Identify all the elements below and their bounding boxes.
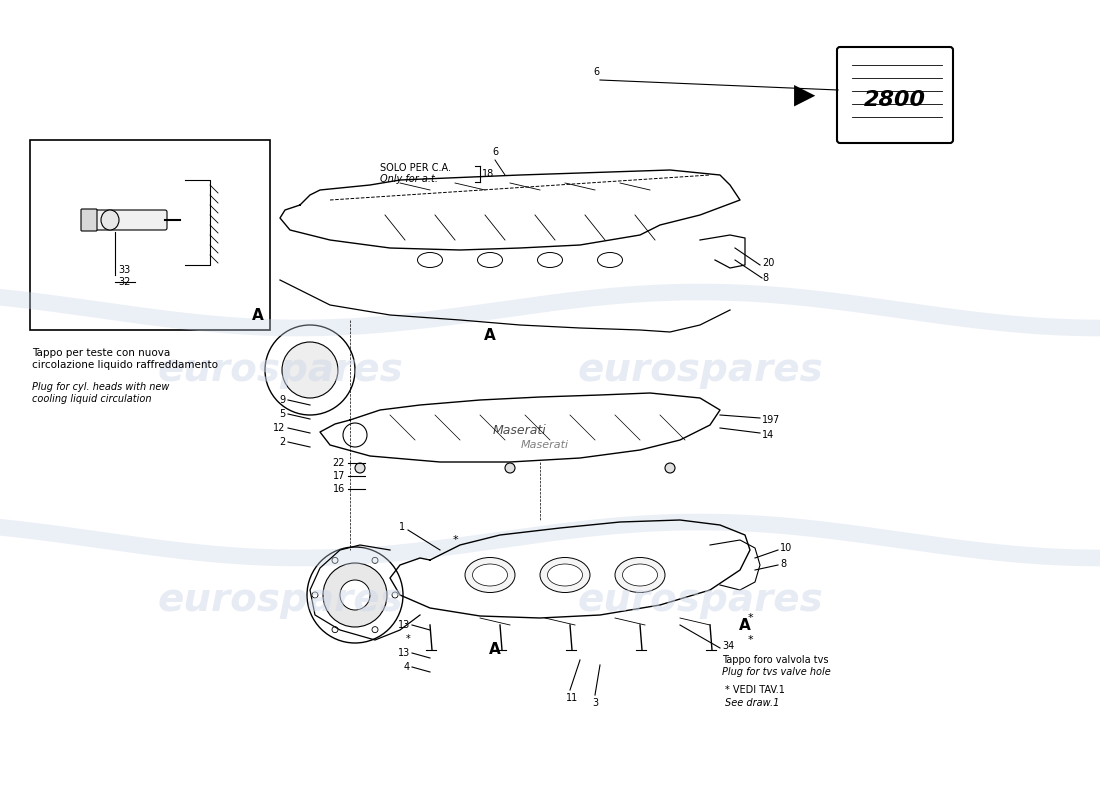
Circle shape [323,563,387,627]
Text: 33: 33 [118,265,130,275]
Text: 20: 20 [762,258,774,268]
Ellipse shape [101,210,119,230]
Circle shape [340,580,370,610]
Text: 17: 17 [332,471,345,481]
Text: eurospares: eurospares [578,581,823,619]
Circle shape [372,558,378,563]
Text: 6: 6 [492,147,498,157]
Ellipse shape [465,558,515,593]
Text: See draw.1: See draw.1 [725,698,780,708]
Text: Maserati: Maserati [493,423,547,437]
Circle shape [372,626,378,633]
Text: 18: 18 [482,169,494,179]
Circle shape [307,547,403,643]
Circle shape [265,325,355,415]
Text: 22: 22 [332,458,345,468]
Text: Plug for cyl. heads with new
cooling liquid circulation: Plug for cyl. heads with new cooling liq… [32,382,169,403]
Text: Maserati: Maserati [521,440,569,450]
Circle shape [666,463,675,473]
Circle shape [355,463,365,473]
Ellipse shape [473,564,507,586]
Circle shape [282,342,338,398]
Text: 16: 16 [332,484,345,494]
FancyBboxPatch shape [81,209,97,231]
Text: 8: 8 [762,273,768,283]
Circle shape [392,592,398,598]
Text: 11: 11 [565,693,579,703]
Text: 3: 3 [592,698,598,708]
Text: Plug for tvs valve hole: Plug for tvs valve hole [722,667,830,677]
Text: A: A [739,618,751,633]
Text: eurospares: eurospares [578,351,823,389]
Ellipse shape [540,558,590,593]
Text: *: * [452,535,458,545]
Ellipse shape [477,253,503,267]
Circle shape [505,463,515,473]
Text: A: A [484,327,496,342]
Circle shape [332,558,338,563]
Ellipse shape [538,253,562,267]
Text: Tappo per teste con nuova
circolazione liquido raffreddamento: Tappo per teste con nuova circolazione l… [32,348,218,370]
Text: 8: 8 [780,559,786,569]
Ellipse shape [548,564,583,586]
Text: Only for a.t.: Only for a.t. [379,174,438,184]
Text: 13: 13 [398,620,410,630]
Text: 14: 14 [762,430,774,440]
Text: 4: 4 [404,662,410,672]
Text: 5: 5 [278,409,285,419]
FancyBboxPatch shape [94,210,167,230]
Ellipse shape [597,253,623,267]
Circle shape [343,423,367,447]
Text: *: * [405,634,410,644]
Circle shape [312,592,318,598]
Text: 6: 6 [594,67,600,77]
Text: 34: 34 [722,641,735,651]
Text: 1: 1 [399,522,405,532]
Ellipse shape [615,558,666,593]
Bar [30,140,270,330]
Text: 32: 32 [118,277,131,287]
Ellipse shape [623,564,658,586]
Text: *: * [747,635,752,645]
Text: 2: 2 [278,437,285,447]
FancyBboxPatch shape [837,47,953,143]
Text: Tappo foro valvola tvs: Tappo foro valvola tvs [722,655,828,665]
Text: A: A [252,307,264,322]
Text: 10: 10 [780,543,792,553]
Text: 12: 12 [273,423,285,433]
Text: eurospares: eurospares [157,581,403,619]
Text: SOLO PER C.A.: SOLO PER C.A. [379,163,451,173]
Ellipse shape [418,253,442,267]
Text: 7: 7 [772,415,779,425]
Circle shape [332,626,338,633]
Text: ▶: ▶ [794,81,816,109]
Text: 19: 19 [762,415,774,425]
Text: *: * [747,613,752,623]
Text: 2800: 2800 [864,90,926,110]
Text: eurospares: eurospares [157,351,403,389]
Text: * VEDI TAV.1: * VEDI TAV.1 [725,685,785,695]
Text: A: A [490,642,500,658]
Text: 13: 13 [398,648,410,658]
Text: 9: 9 [279,395,285,405]
